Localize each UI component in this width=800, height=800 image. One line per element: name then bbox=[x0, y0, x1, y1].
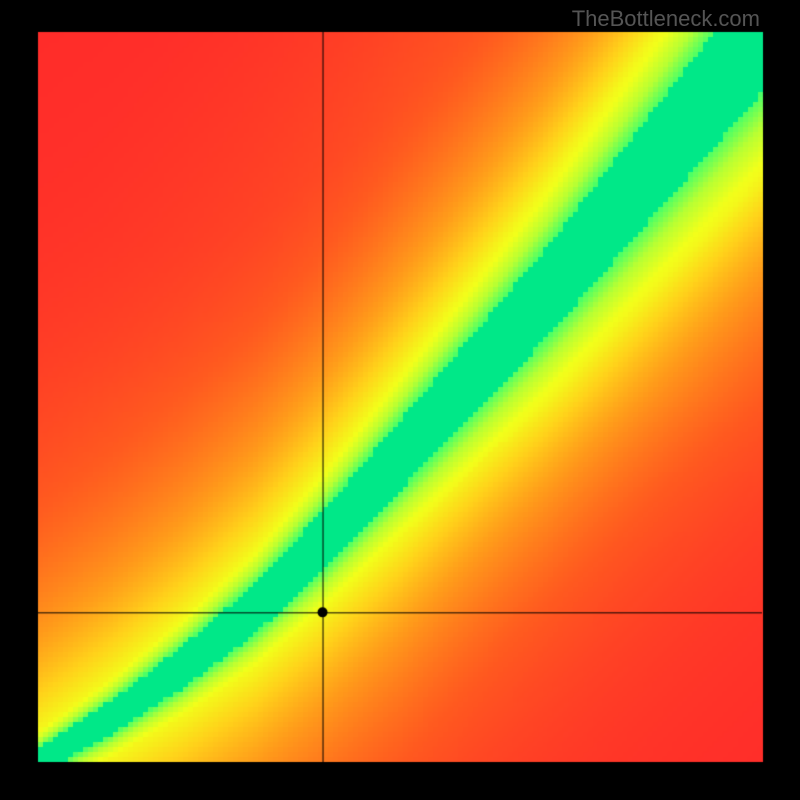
watermark-text: TheBottleneck.com bbox=[572, 6, 760, 32]
bottleneck-heatmap bbox=[0, 0, 800, 800]
chart-container: TheBottleneck.com bbox=[0, 0, 800, 800]
